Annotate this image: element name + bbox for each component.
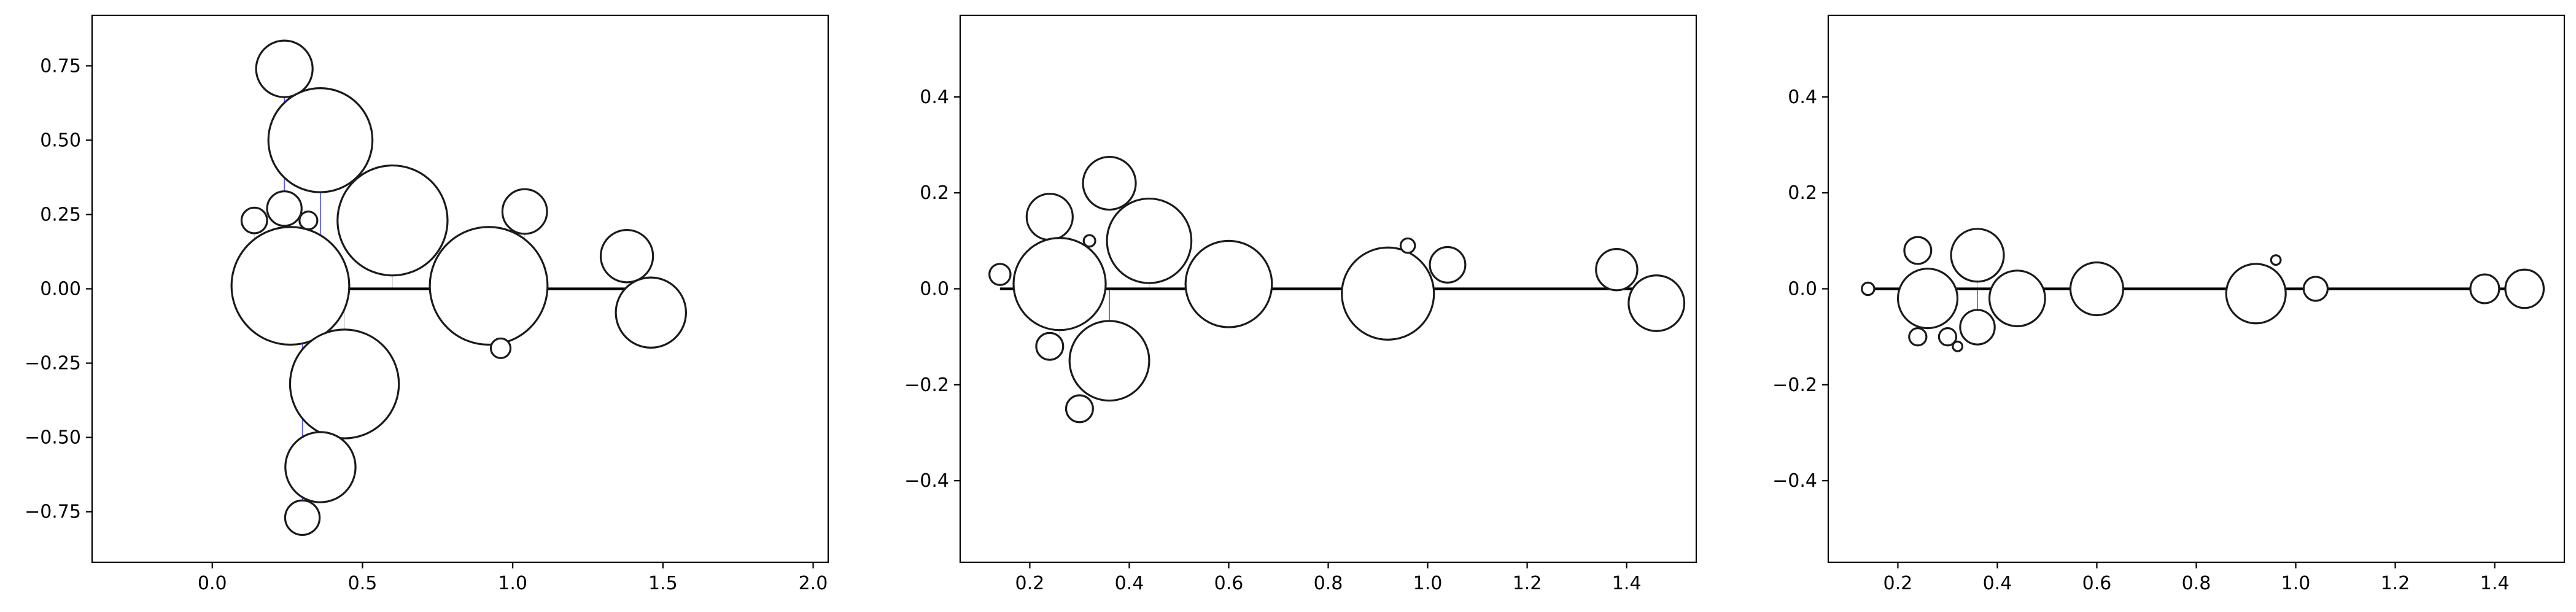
bubble <box>284 499 321 536</box>
y-tick-label: 0.25 <box>40 204 81 225</box>
x-tick-label: 0.8 <box>1314 573 1343 594</box>
bubble <box>2302 276 2329 302</box>
bubble <box>2225 263 2287 325</box>
bubble <box>2270 254 2282 266</box>
x-tick-label: 0.4 <box>1115 573 1144 594</box>
bubble <box>255 39 314 98</box>
bubble <box>1627 274 1686 332</box>
y-tick-label: −0.4 <box>904 470 949 492</box>
bubble <box>267 87 374 193</box>
bubble <box>1341 246 1435 341</box>
subplot-1: 0.0 0.5 1.0 1.5 2.0 −0.75 −0.50 −0.25 0.00 0.25 0.… <box>25 14 829 594</box>
bubble <box>1938 327 1958 347</box>
bubble <box>266 190 303 227</box>
x-tick-label: 0.0 <box>198 573 227 594</box>
bubble <box>1861 281 1876 296</box>
x-tick-label: 0.2 <box>1884 573 1913 594</box>
bubble <box>2504 268 2545 309</box>
y-tick-label: 0.2 <box>920 182 949 204</box>
y-tick-label: −0.50 <box>25 427 81 449</box>
bubble <box>1068 320 1150 402</box>
x-tick-label: 1.0 <box>498 573 527 594</box>
y-tick-label: 0.50 <box>40 130 81 151</box>
plot-area <box>230 39 688 536</box>
y-tick-label: 0.00 <box>40 279 81 300</box>
x-tick-label: 0.8 <box>2182 573 2211 594</box>
x-tick-label: 0.6 <box>1214 573 1244 594</box>
bubble <box>1903 236 1933 265</box>
x-tick-label: 1.4 <box>1612 573 1642 594</box>
x-tick-label: 1.2 <box>1513 573 1542 594</box>
y-tick-label: −0.2 <box>904 374 949 396</box>
bubble <box>230 226 351 346</box>
bubble <box>1988 269 2046 328</box>
bubble <box>988 263 1012 286</box>
bubble <box>1429 246 1467 284</box>
plot-area <box>988 155 1686 424</box>
bubble <box>615 276 688 349</box>
subplot-2: 0.2 0.4 0.6 0.8 1.0 1.2 1.4 −0.4 −0.2 0.0 0.2 0.4 <box>904 14 1697 594</box>
x-tick-label: 1.0 <box>2281 573 2311 594</box>
bubble <box>1950 228 2005 283</box>
x-tick-label: 1.0 <box>1413 573 1443 594</box>
x-tick-label: 1.4 <box>2480 573 2510 594</box>
x-tick-label: 0.2 <box>1015 573 1045 594</box>
bubble <box>1082 155 1137 211</box>
bubble <box>284 431 357 503</box>
bubble <box>1106 197 1193 284</box>
bubble <box>298 210 319 231</box>
x-tick-label: 1.5 <box>648 573 678 594</box>
y-tick-label: −0.25 <box>25 353 81 374</box>
y-tick-label: −0.75 <box>25 502 81 523</box>
bubble <box>1595 248 1639 292</box>
x-tick-label: 2.0 <box>799 573 828 594</box>
x-tick-label: 0.6 <box>2082 573 2112 594</box>
x-tick-label: 0.5 <box>348 573 378 594</box>
bubble <box>1065 394 1094 424</box>
bubble <box>2069 261 2125 317</box>
bubble <box>599 229 654 284</box>
y-tick-label: 0.0 <box>920 279 949 300</box>
y-tick-label: 0.2 <box>1788 182 1817 204</box>
plot-area <box>1861 228 2545 352</box>
bubble <box>1184 239 1273 328</box>
bubble <box>489 337 512 359</box>
subplot-3: 0.2 0.4 0.6 0.8 1.0 1.2 1.4 −0.4 −0.2 0.0 0.2 0.4 <box>1772 14 2566 594</box>
bubble <box>1035 331 1065 361</box>
y-tick-label: −0.2 <box>1772 374 1817 396</box>
bubble <box>429 226 549 346</box>
bubble <box>1896 268 1959 330</box>
bubble <box>1908 327 1928 347</box>
bubble <box>2469 273 2500 304</box>
bubble <box>1952 340 1964 352</box>
bubble <box>1959 309 1996 346</box>
bubble <box>289 328 400 440</box>
bubble <box>501 188 548 235</box>
bubble <box>1012 237 1107 331</box>
y-tick-label: 0.0 <box>1788 279 1817 300</box>
x-tick-label: 0.4 <box>1983 573 2012 594</box>
bubble <box>240 206 268 234</box>
y-tick-label: 0.4 <box>920 87 949 108</box>
y-tick-label: 0.4 <box>1788 87 1817 108</box>
y-tick-label: 0.75 <box>40 55 81 77</box>
x-tick-label: 1.2 <box>2381 573 2410 594</box>
bubble <box>336 164 449 277</box>
y-tick-label: −0.4 <box>1772 470 1817 492</box>
bubble <box>1399 237 1416 254</box>
bubble <box>1082 234 1096 248</box>
bubble <box>1025 193 1074 241</box>
